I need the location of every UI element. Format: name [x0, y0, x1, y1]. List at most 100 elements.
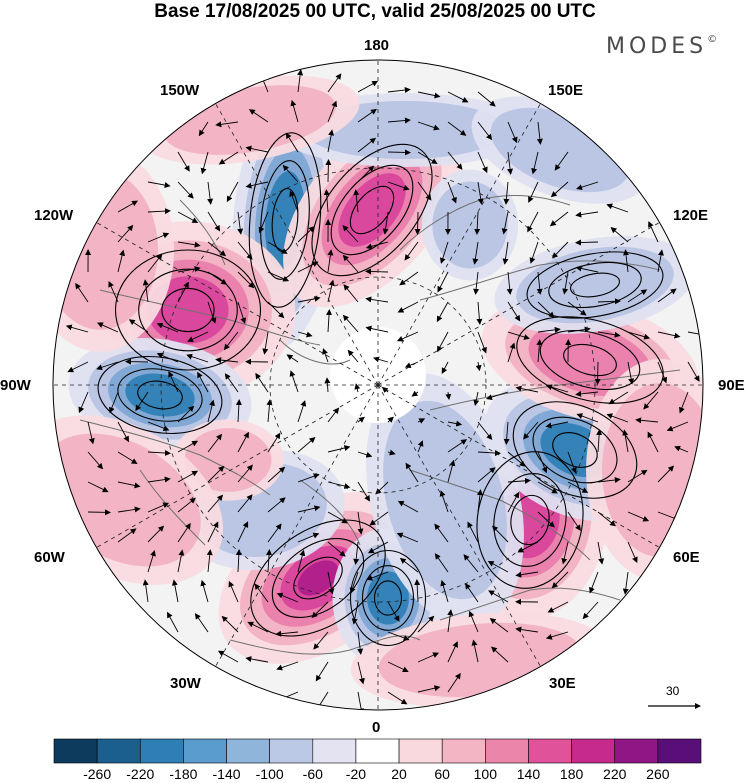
colorbar-tick-label: -140 — [212, 766, 241, 782]
colorbar — [53, 738, 702, 764]
wind-arrow — [365, 325, 389, 333]
anomaly-field — [53, 60, 703, 710]
wind-arrow — [267, 241, 288, 254]
colorbar-swatch — [571, 738, 616, 764]
wind-arrow — [648, 221, 659, 243]
wind-arrow — [582, 601, 599, 620]
wind-arrow — [647, 431, 659, 453]
wind-arrow — [575, 239, 599, 246]
wind-arrow — [147, 421, 170, 431]
wind-arrow — [197, 371, 209, 393]
wind-arrow — [156, 322, 179, 333]
wind-arrow — [507, 151, 514, 175]
wind-arrow — [221, 615, 239, 633]
wind-arrow — [147, 208, 171, 215]
wind-arrow — [436, 301, 449, 323]
lon-label-0: 0 — [372, 719, 381, 736]
wind-arrow — [575, 211, 599, 218]
colorbar-tick-label: 20 — [391, 766, 407, 782]
wind-arrow — [417, 615, 435, 633]
wind-arrow — [245, 181, 269, 189]
wind-arrow — [322, 348, 329, 363]
wind-arrow — [567, 511, 581, 532]
wind-arrow — [506, 271, 513, 295]
wind-arrow — [168, 371, 179, 393]
wind-arrow — [447, 609, 454, 633]
wind-arrow — [567, 451, 577, 474]
wind-arrow — [365, 241, 389, 250]
wind-arrow — [439, 490, 449, 513]
wind-arrow — [327, 129, 335, 153]
wind-arrow — [467, 521, 479, 543]
wind-arrow — [627, 361, 635, 385]
wind-arrow — [327, 249, 334, 273]
wind-arrow — [128, 319, 149, 333]
lon-label-120e: 120E — [673, 207, 709, 224]
wind-arrow — [327, 571, 335, 595]
wind-arrow — [674, 445, 689, 453]
reference-vector-label: 30 — [666, 684, 680, 698]
colorbar-swatch — [53, 738, 98, 764]
wind-arrow — [297, 473, 320, 483]
wind-arrow — [545, 384, 569, 393]
wind-arrow — [373, 356, 389, 363]
wind-arrow — [357, 481, 370, 502]
lon-label-120w: 120W — [34, 207, 74, 224]
wind-arrow — [282, 164, 299, 183]
lon-label-180: 180 — [364, 37, 390, 54]
colorbar-tick-label: -260 — [83, 766, 112, 782]
wind-arrow — [589, 571, 599, 594]
wind-arrow — [297, 532, 320, 543]
wind-arrow — [405, 462, 419, 483]
wind-arrow — [135, 391, 149, 412]
colorbar-swatch — [96, 738, 141, 764]
wind-arrow — [245, 145, 269, 153]
wind-arrow — [623, 249, 630, 273]
wind-arrow — [447, 181, 457, 204]
wind-arrow — [507, 477, 531, 484]
wind-arrow — [286, 354, 299, 363]
wind-arrow — [342, 254, 359, 273]
wind-arrow — [276, 661, 299, 671]
wind-arrow — [323, 189, 330, 213]
modes-logo: MODES© — [606, 34, 718, 59]
wind-arrow — [313, 631, 329, 650]
wind-arrow — [297, 437, 316, 453]
wind-arrow — [441, 361, 449, 374]
wind-arrow — [536, 271, 543, 295]
wind-arrow — [528, 181, 539, 203]
wind-arrow — [147, 550, 156, 573]
wind-arrow — [167, 611, 179, 633]
lon-label-90e: 90E — [718, 377, 745, 394]
colorbar-swatch — [269, 738, 314, 764]
wind-arrow — [218, 151, 239, 165]
wind-arrow — [515, 385, 539, 393]
wind-arrow — [177, 281, 189, 303]
wind-arrow — [177, 241, 201, 248]
wind-arrow — [327, 279, 335, 303]
wind-arrow — [206, 549, 213, 573]
wind-arrow — [489, 618, 509, 633]
wind-arrow — [417, 685, 441, 693]
wind-arrow — [501, 211, 509, 235]
wind-arrow — [367, 541, 389, 554]
colorbar-swatch — [614, 738, 659, 764]
wind-arrow — [477, 467, 496, 483]
wind-arrow — [200, 151, 209, 175]
wind-arrow — [267, 271, 290, 282]
wind-arrow — [87, 481, 109, 493]
colorbar-tick-label: -220 — [126, 766, 155, 782]
wind-arrow — [608, 391, 629, 405]
wind-arrow — [258, 211, 269, 234]
colorbar-tick-label: 60 — [434, 766, 450, 782]
wind-arrow — [297, 331, 313, 338]
wind-arrow — [297, 549, 306, 573]
wind-arrow — [507, 342, 516, 363]
wind-arrow — [207, 465, 225, 483]
colorbar-swatch — [485, 738, 529, 764]
wind-arrow — [610, 227, 629, 243]
wind-arrow — [357, 80, 379, 93]
wind-arrow — [417, 151, 438, 164]
wind-arrow — [387, 416, 394, 423]
